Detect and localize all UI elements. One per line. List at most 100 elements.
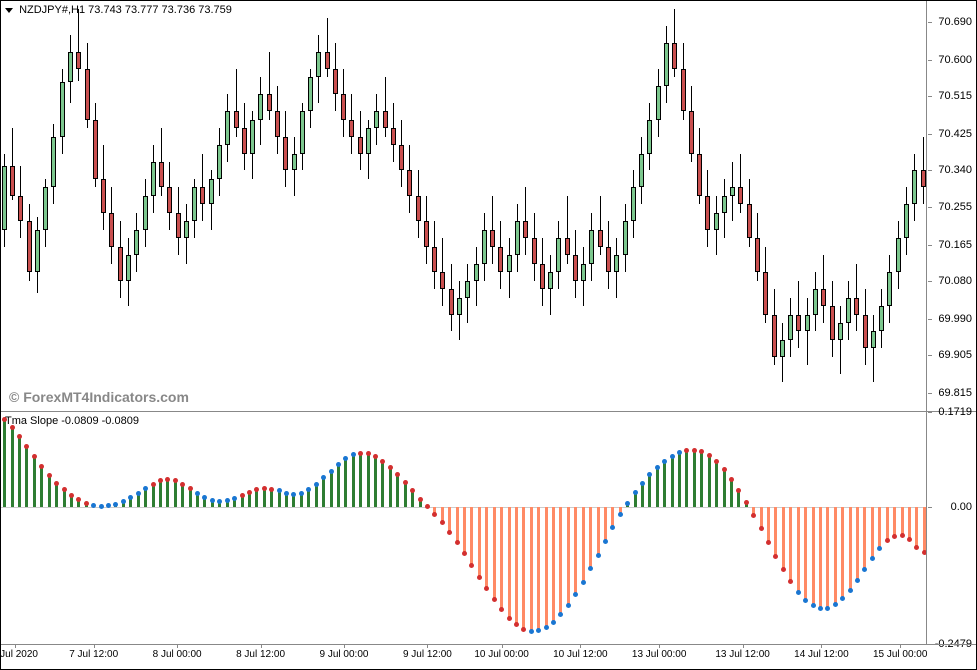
- histogram-bar: [893, 507, 896, 536]
- slope-dot: [84, 501, 89, 506]
- slope-dot: [699, 449, 704, 454]
- slope-dot: [373, 454, 378, 459]
- slope-dot: [825, 606, 830, 611]
- symbol-label: NZDJPY#,H1: [19, 4, 85, 16]
- slope-dot: [321, 475, 326, 480]
- slope-dot: [440, 520, 445, 525]
- slope-dot: [128, 495, 133, 500]
- slope-dot: [91, 503, 96, 508]
- indicator-yaxis: 0.17190.00-0.2479: [926, 412, 976, 644]
- slope-dot: [692, 448, 697, 453]
- slope-dot: [284, 491, 289, 496]
- histogram-bar: [871, 507, 874, 558]
- histogram-bar: [33, 456, 36, 507]
- dropdown-icon[interactable]: [5, 8, 13, 13]
- histogram-bar: [789, 507, 792, 581]
- xtick-label: 8 Jul 12:00: [236, 649, 285, 660]
- histogram-bar: [878, 507, 881, 548]
- histogram-bar: [3, 419, 6, 507]
- slope-dot: [469, 563, 474, 568]
- slope-dot: [729, 477, 734, 482]
- slope-dot: [588, 566, 593, 571]
- slope-dot: [907, 537, 912, 542]
- histogram-bar: [774, 507, 777, 556]
- slope-dot: [113, 502, 118, 507]
- histogram-bar: [700, 451, 703, 507]
- slope-dot: [507, 616, 512, 621]
- slope-dot: [514, 622, 519, 627]
- slope-dot: [343, 456, 348, 461]
- slope-dot: [143, 486, 148, 491]
- price-chart-area[interactable]: [1, 1, 926, 411]
- histogram-bar: [604, 507, 607, 541]
- slope-dot: [158, 478, 163, 483]
- slope-dot: [403, 480, 408, 485]
- slope-dot: [521, 627, 526, 632]
- histogram-bar: [485, 507, 488, 588]
- slope-dot: [314, 482, 319, 487]
- slope-dot: [773, 554, 778, 559]
- chart-container: NZDJPY#,H1 73.743 73.777 73.736 73.759 7…: [0, 0, 977, 670]
- slope-dot: [277, 488, 282, 493]
- ytick-label: 70.165: [938, 239, 972, 251]
- price-panel[interactable]: NZDJPY#,H1 73.743 73.777 73.736 73.759 7…: [1, 1, 976, 412]
- slope-dot: [848, 588, 853, 593]
- slope-dot: [618, 512, 623, 517]
- xtick-label: 13 Jul 12:00: [715, 649, 770, 660]
- histogram-bar: [782, 507, 785, 569]
- slope-dot: [477, 575, 482, 580]
- histogram-bar: [908, 507, 911, 539]
- slope-dot: [455, 540, 460, 545]
- slope-dot: [640, 481, 645, 486]
- xtick-label: 10 Jul 00:00: [474, 649, 529, 660]
- histogram-bar: [648, 474, 651, 507]
- histogram-bar: [567, 507, 570, 605]
- slope-dot: [914, 545, 919, 550]
- slope-dot: [380, 459, 385, 464]
- price-yaxis: 70.69070.60070.51570.42570.34070.25570.1…: [926, 1, 976, 411]
- slope-dot: [603, 539, 608, 544]
- slope-dot: [188, 486, 193, 491]
- slope-dot: [262, 486, 267, 491]
- slope-dot: [840, 596, 845, 601]
- slope-dot: [254, 487, 259, 492]
- indicator-title: Tma Slope -0.0809 -0.0809: [5, 415, 139, 427]
- slope-dot: [269, 487, 274, 492]
- slope-dot: [573, 592, 578, 597]
- histogram-bar: [834, 507, 837, 604]
- slope-dot: [566, 603, 571, 608]
- slope-dot: [121, 499, 126, 504]
- slope-dot: [811, 603, 816, 608]
- histogram-bar: [404, 482, 407, 507]
- histogram-bar: [708, 455, 711, 507]
- histogram-bar: [500, 507, 503, 609]
- indicator-chart-area[interactable]: [1, 412, 926, 644]
- slope-dot: [596, 553, 601, 558]
- slope-dot: [447, 530, 452, 535]
- histogram-bar: [856, 507, 859, 580]
- slope-dot: [336, 462, 341, 467]
- slope-dot: [714, 459, 719, 464]
- histogram-bar: [359, 453, 362, 507]
- slope-dot: [410, 488, 415, 493]
- slope-dot: [358, 451, 363, 456]
- histogram-bar: [381, 461, 384, 507]
- ytick-label: 70.425: [938, 128, 972, 140]
- histogram-bar: [11, 427, 14, 507]
- slope-dot: [432, 512, 437, 517]
- xaxis: 7 Jul 20207 Jul 12:008 Jul 00:008 Jul 12…: [1, 644, 976, 669]
- histogram-bar: [641, 483, 644, 507]
- chart-title: NZDJPY#,H1 73.743 73.777 73.736 73.759: [5, 4, 232, 16]
- histogram-bar: [174, 480, 177, 507]
- slope-dot: [707, 453, 712, 458]
- slope-dot: [900, 533, 905, 538]
- indicator-panel[interactable]: Tma Slope -0.0809 -0.0809 0.17190.00-0.2…: [1, 412, 976, 644]
- histogram-bar: [530, 507, 533, 631]
- ytick-label: 70.515: [938, 90, 972, 102]
- histogram-bar: [389, 467, 392, 507]
- histogram-bar: [367, 453, 370, 507]
- xtick-label: 15 Jul 00:00: [873, 649, 928, 660]
- histogram-bar: [611, 507, 614, 527]
- histogram-bar: [189, 488, 192, 507]
- xtick-label: 14 Jul 12:00: [794, 649, 849, 660]
